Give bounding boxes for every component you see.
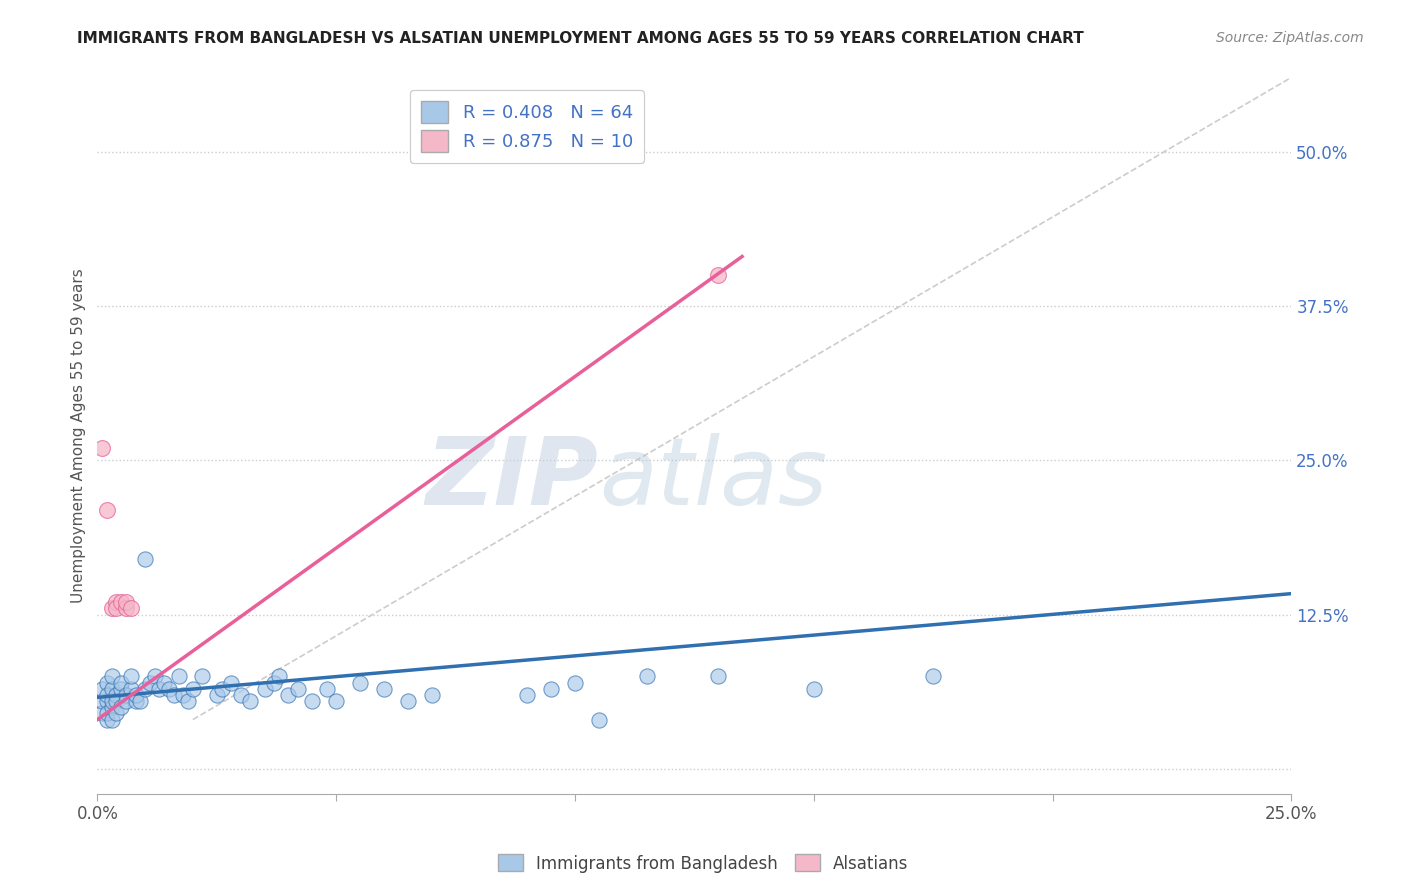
Point: [100, 694, 122, 708]
Point: [129, 694, 152, 708]
Point: [96, 706, 118, 721]
Text: ZIP: ZIP: [426, 433, 599, 524]
Point: [191, 669, 214, 683]
Point: [100, 681, 122, 696]
Point: [167, 669, 190, 683]
Point: [91, 694, 114, 708]
Point: [115, 595, 138, 609]
Point: [803, 681, 825, 696]
Point: [120, 669, 142, 683]
Point: [277, 688, 299, 702]
Point: [707, 268, 730, 282]
Point: [420, 688, 443, 702]
Point: [100, 669, 122, 683]
Legend: Immigrants from Bangladesh, Alsatians: Immigrants from Bangladesh, Alsatians: [491, 847, 915, 880]
Point: [301, 694, 323, 708]
Point: [115, 694, 138, 708]
Point: [177, 694, 200, 708]
Point: [105, 706, 128, 721]
Point: [134, 681, 156, 696]
Point: [263, 675, 285, 690]
Point: [287, 681, 309, 696]
Point: [148, 681, 170, 696]
Point: [96, 688, 118, 702]
Point: [396, 694, 419, 708]
Point: [157, 681, 180, 696]
Point: [96, 713, 118, 727]
Point: [143, 669, 166, 683]
Point: [219, 675, 242, 690]
Point: [707, 669, 730, 683]
Point: [100, 713, 122, 727]
Point: [91, 441, 114, 455]
Point: [91, 706, 114, 721]
Point: [96, 675, 118, 690]
Point: [110, 681, 132, 696]
Point: [115, 601, 138, 615]
Point: [105, 595, 128, 609]
Point: [115, 688, 138, 702]
Point: [96, 502, 118, 516]
Point: [120, 601, 142, 615]
Point: [100, 700, 122, 714]
Point: [588, 713, 610, 727]
Point: [205, 688, 228, 702]
Point: [239, 694, 262, 708]
Point: [922, 669, 945, 683]
Point: [253, 681, 276, 696]
Point: [105, 601, 128, 615]
Point: [325, 694, 347, 708]
Text: Source: ZipAtlas.com: Source: ZipAtlas.com: [1216, 31, 1364, 45]
Point: [636, 669, 658, 683]
Text: IMMIGRANTS FROM BANGLADESH VS ALSATIAN UNEMPLOYMENT AMONG AGES 55 TO 59 YEARS CO: IMMIGRANTS FROM BANGLADESH VS ALSATIAN U…: [77, 31, 1084, 46]
Point: [105, 688, 128, 702]
Point: [110, 700, 132, 714]
Point: [153, 675, 176, 690]
Y-axis label: Unemployment Among Ages 55 to 59 years: Unemployment Among Ages 55 to 59 years: [72, 268, 86, 603]
Point: [267, 669, 290, 683]
Point: [516, 688, 538, 702]
Point: [124, 688, 146, 702]
Point: [349, 675, 371, 690]
Legend: R = 0.408   N = 64, R = 0.875   N = 10: R = 0.408 N = 64, R = 0.875 N = 10: [411, 90, 644, 163]
Point: [100, 601, 122, 615]
Point: [134, 552, 156, 566]
Point: [139, 675, 162, 690]
Point: [110, 675, 132, 690]
Point: [229, 688, 252, 702]
Text: atlas: atlas: [599, 433, 827, 524]
Point: [211, 681, 233, 696]
Point: [163, 688, 186, 702]
Point: [181, 681, 204, 696]
Point: [315, 681, 337, 696]
Point: [124, 694, 146, 708]
Point: [105, 694, 128, 708]
Point: [110, 595, 132, 609]
Point: [373, 681, 395, 696]
Point: [172, 688, 194, 702]
Point: [91, 681, 114, 696]
Point: [540, 681, 562, 696]
Point: [564, 675, 586, 690]
Point: [96, 694, 118, 708]
Point: [120, 681, 142, 696]
